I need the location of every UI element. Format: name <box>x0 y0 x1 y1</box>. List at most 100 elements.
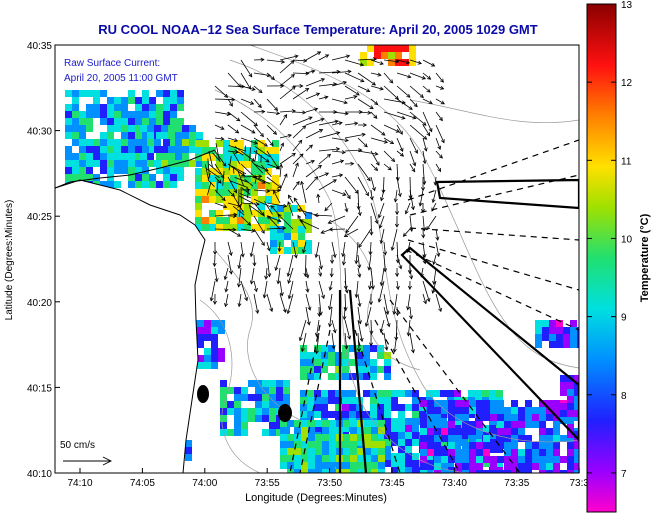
sst-cell <box>156 111 163 118</box>
current-vector <box>422 150 426 164</box>
sst-cell <box>328 359 335 366</box>
sst-cell <box>182 160 189 167</box>
sst-cell <box>455 449 462 456</box>
current-vector-head <box>395 285 400 291</box>
current-vector-head <box>420 209 426 214</box>
current-vector-head <box>344 138 349 143</box>
lane-boundary <box>409 174 579 216</box>
current-vector <box>240 175 262 178</box>
sst-cell <box>227 429 234 436</box>
y-tick-label: 40:30 <box>27 127 52 138</box>
sst-cell <box>161 132 168 139</box>
sst-cell <box>577 341 579 348</box>
sst-cell <box>567 456 574 463</box>
current-vector-head <box>318 311 323 316</box>
sst-cell <box>72 125 79 132</box>
current-vector <box>240 98 254 105</box>
current-vector-head <box>372 57 378 62</box>
sst-cell <box>262 387 269 394</box>
sst-cell <box>511 456 518 463</box>
sst-cell <box>455 463 462 470</box>
sst-cell <box>546 428 553 435</box>
current-vector <box>266 124 277 135</box>
sst-cell <box>504 449 511 456</box>
current-vector <box>383 150 395 162</box>
sst-cell <box>216 196 223 203</box>
sst-cell <box>65 118 72 125</box>
sst-cell <box>314 373 321 380</box>
current-vector-head <box>428 128 433 133</box>
current-vector <box>383 72 393 84</box>
sst-cell <box>462 456 469 463</box>
lane-boundary <box>389 299 521 473</box>
sst-cell <box>426 453 433 460</box>
current-vector <box>240 241 244 257</box>
sst-cell <box>135 125 142 132</box>
current-vector <box>305 70 315 74</box>
current-vector <box>279 60 295 74</box>
sst-cell <box>272 154 279 161</box>
sst-cell <box>504 442 511 449</box>
current-vector <box>344 280 348 293</box>
sst-cell <box>321 397 328 404</box>
sst-cell <box>567 463 574 470</box>
current-vector-head <box>328 286 333 291</box>
sst-cell <box>135 160 142 167</box>
current-vector-head <box>336 131 341 136</box>
sst-cell <box>72 111 79 118</box>
sst-cell <box>248 394 255 401</box>
sst-cell <box>149 146 156 153</box>
sst-cell <box>553 400 560 407</box>
sst-cell <box>220 415 227 422</box>
current-vector <box>232 151 241 165</box>
current-vector-head <box>357 273 362 278</box>
sst-cell <box>283 380 290 387</box>
sst-cell <box>258 147 265 154</box>
sst-cell <box>357 469 364 473</box>
sst-cell <box>574 403 579 410</box>
sst-cell <box>272 147 279 154</box>
current-vector-head <box>249 252 254 258</box>
sst-cell <box>168 125 175 132</box>
sst-cell <box>343 434 350 441</box>
current-vector-head <box>291 86 296 90</box>
current-vector <box>227 98 233 107</box>
current-vector <box>342 241 346 257</box>
sst-cell <box>356 366 363 373</box>
sst-cell <box>284 233 291 240</box>
current-vector-head <box>258 174 263 179</box>
sst-cell <box>177 104 184 111</box>
sst-cell <box>574 470 579 473</box>
sst-cell <box>549 327 556 334</box>
sst-cell <box>412 390 419 397</box>
x-tick-label: 74:05 <box>130 478 155 489</box>
current-vector-head <box>282 226 287 231</box>
current-vector-head <box>392 310 397 316</box>
current-vector-head <box>437 145 442 150</box>
current-vector <box>305 267 309 278</box>
current-vector-head <box>255 309 260 315</box>
sst-cell <box>72 153 79 160</box>
sst-cell <box>455 456 462 463</box>
current-vector <box>365 306 372 327</box>
current-vector-head <box>229 102 233 107</box>
sst-cell <box>322 448 329 455</box>
sst-cell <box>567 389 574 396</box>
sst-cell <box>79 146 86 153</box>
current-vector <box>227 72 241 88</box>
current-vector <box>318 83 337 87</box>
current-vector <box>396 111 417 119</box>
sst-cell <box>216 189 223 196</box>
current-vector-head <box>283 114 288 119</box>
current-vector <box>207 172 211 180</box>
current-vector-head <box>324 207 329 212</box>
sst-cell <box>100 167 107 174</box>
sst-cell <box>455 400 462 407</box>
sst-cell <box>335 352 342 359</box>
sst-cell <box>329 434 336 441</box>
sst-cell <box>405 404 412 411</box>
current-vector <box>393 293 398 315</box>
sst-cell <box>305 212 312 219</box>
sst-cell <box>511 421 518 428</box>
shipping-lane <box>348 289 368 473</box>
